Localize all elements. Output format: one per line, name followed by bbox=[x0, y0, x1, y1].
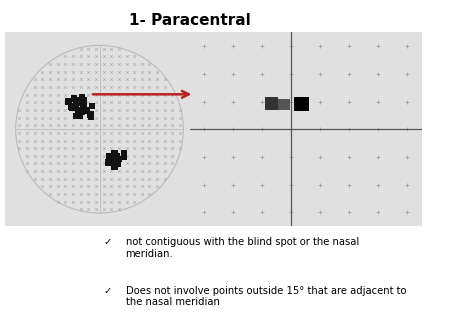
Bar bbox=[88, 113, 94, 120]
Bar bbox=[70, 104, 77, 110]
Bar bbox=[111, 163, 118, 170]
Bar bbox=[77, 99, 83, 105]
Bar bbox=[69, 103, 76, 109]
Bar bbox=[76, 112, 83, 119]
Bar bbox=[115, 156, 122, 162]
Bar bbox=[81, 104, 87, 111]
Bar bbox=[83, 108, 90, 114]
Text: 1- Paracentral: 1- Paracentral bbox=[129, 13, 250, 28]
Bar bbox=[78, 108, 85, 115]
Bar bbox=[79, 95, 85, 101]
Bar bbox=[75, 107, 82, 113]
Text: ✓: ✓ bbox=[104, 286, 116, 296]
Text: ✓: ✓ bbox=[104, 237, 116, 247]
Bar bbox=[73, 97, 79, 103]
Bar bbox=[105, 159, 111, 165]
Text: Does not involve points outside 15° that are adjacent to
the nasal meridian: Does not involve points outside 15° that… bbox=[126, 286, 406, 307]
Bar bbox=[114, 160, 121, 167]
Bar bbox=[74, 99, 81, 106]
Bar bbox=[81, 98, 88, 104]
Bar bbox=[113, 153, 119, 160]
Bar bbox=[106, 153, 112, 160]
Bar bbox=[89, 103, 95, 109]
Bar bbox=[69, 105, 75, 111]
Bar bbox=[265, 97, 278, 110]
Bar bbox=[68, 104, 75, 110]
Bar bbox=[278, 99, 290, 110]
Bar bbox=[73, 104, 80, 111]
Bar bbox=[73, 112, 80, 119]
Bar bbox=[71, 95, 77, 102]
Bar bbox=[121, 153, 127, 160]
Bar bbox=[112, 153, 118, 160]
Bar bbox=[294, 97, 309, 111]
Bar bbox=[121, 150, 128, 156]
Bar bbox=[65, 98, 72, 105]
Bar bbox=[107, 153, 114, 159]
Bar bbox=[111, 157, 118, 164]
Bar bbox=[5, 32, 422, 226]
Bar bbox=[80, 106, 87, 113]
Bar bbox=[111, 150, 118, 157]
Text: not contiguous with the blind spot or the nasal
meridian.: not contiguous with the blind spot or th… bbox=[126, 237, 359, 259]
Bar bbox=[87, 111, 93, 118]
